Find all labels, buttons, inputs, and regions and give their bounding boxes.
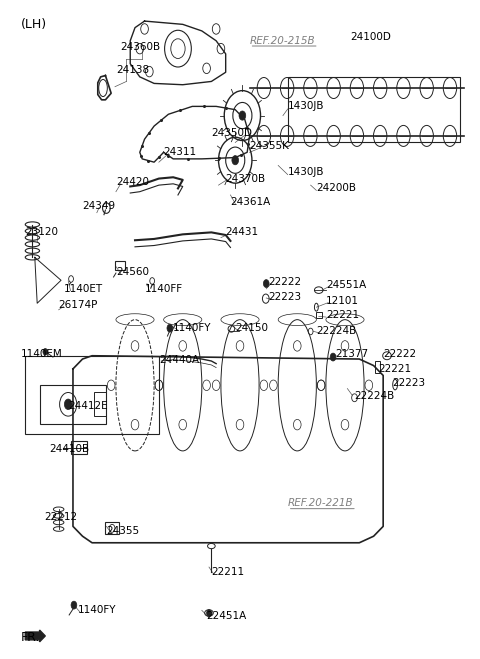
Bar: [106, 523, 119, 534]
Circle shape: [71, 601, 77, 609]
Bar: [25, 356, 159, 434]
Text: (LH): (LH): [21, 18, 47, 31]
Text: 24420: 24420: [116, 177, 149, 187]
Text: 1140EM: 1140EM: [21, 349, 62, 359]
Ellipse shape: [207, 544, 215, 549]
Text: 1430JB: 1430JB: [288, 101, 324, 111]
Circle shape: [167, 324, 173, 332]
Text: 22221: 22221: [378, 364, 411, 374]
Bar: [374, 361, 380, 373]
Text: 24349: 24349: [83, 201, 116, 211]
Circle shape: [308, 328, 313, 335]
Text: REF.20-215B: REF.20-215B: [250, 36, 315, 45]
Circle shape: [264, 279, 269, 287]
Text: 12101: 12101: [326, 296, 359, 306]
Bar: [71, 441, 87, 454]
Circle shape: [206, 610, 211, 616]
Text: 24431: 24431: [226, 227, 259, 237]
Bar: [115, 261, 125, 270]
Text: 24370B: 24370B: [226, 173, 266, 184]
Circle shape: [232, 156, 239, 165]
Circle shape: [150, 277, 155, 284]
Text: 22223: 22223: [269, 293, 302, 302]
Bar: [39, 385, 107, 424]
Text: 24361A: 24361A: [230, 196, 271, 206]
Circle shape: [43, 349, 48, 355]
Circle shape: [69, 275, 73, 282]
Text: 26174P: 26174P: [59, 300, 98, 310]
Text: 24350D: 24350D: [211, 128, 252, 138]
Text: 24100D: 24100D: [350, 32, 391, 42]
Circle shape: [64, 399, 72, 409]
Bar: [316, 312, 322, 318]
Text: 22223: 22223: [393, 378, 426, 388]
Text: 24410B: 24410B: [49, 444, 89, 454]
Text: 23120: 23120: [25, 227, 58, 237]
Text: 24412E: 24412E: [68, 401, 108, 411]
FancyArrow shape: [25, 630, 45, 642]
Bar: [95, 393, 107, 416]
Text: 24138: 24138: [116, 65, 149, 75]
Text: 1140ET: 1140ET: [63, 284, 103, 294]
Text: 22224B: 22224B: [355, 391, 395, 401]
Text: 24311: 24311: [164, 148, 197, 158]
Text: 1140FY: 1140FY: [173, 323, 212, 333]
Text: REF.20-221B: REF.20-221B: [288, 498, 353, 508]
Text: 1430JB: 1430JB: [288, 167, 324, 177]
Text: 24560: 24560: [116, 267, 149, 277]
Text: 22222: 22222: [269, 277, 302, 287]
Text: 24150: 24150: [235, 323, 268, 333]
Text: 1140FY: 1140FY: [78, 606, 116, 616]
Circle shape: [330, 353, 336, 361]
Bar: [288, 77, 459, 142]
Text: 24200B: 24200B: [316, 183, 356, 193]
Text: 24440A: 24440A: [159, 355, 199, 365]
Text: FR.: FR.: [21, 631, 40, 645]
Text: 22221: 22221: [326, 310, 359, 320]
Text: 22212: 22212: [44, 511, 77, 521]
Text: 22224B: 22224B: [316, 326, 357, 336]
Text: 24360B: 24360B: [120, 42, 161, 52]
Circle shape: [103, 203, 110, 214]
Text: 24355K: 24355K: [250, 141, 289, 151]
Text: 22211: 22211: [211, 567, 244, 577]
Text: 24551A: 24551A: [326, 280, 366, 290]
Text: 1140FF: 1140FF: [144, 284, 183, 294]
Text: 22222: 22222: [383, 349, 416, 359]
Circle shape: [239, 111, 246, 120]
Text: 22451A: 22451A: [206, 611, 247, 621]
Text: 24355: 24355: [107, 526, 140, 536]
Text: 21377: 21377: [336, 349, 369, 359]
Circle shape: [352, 394, 358, 402]
